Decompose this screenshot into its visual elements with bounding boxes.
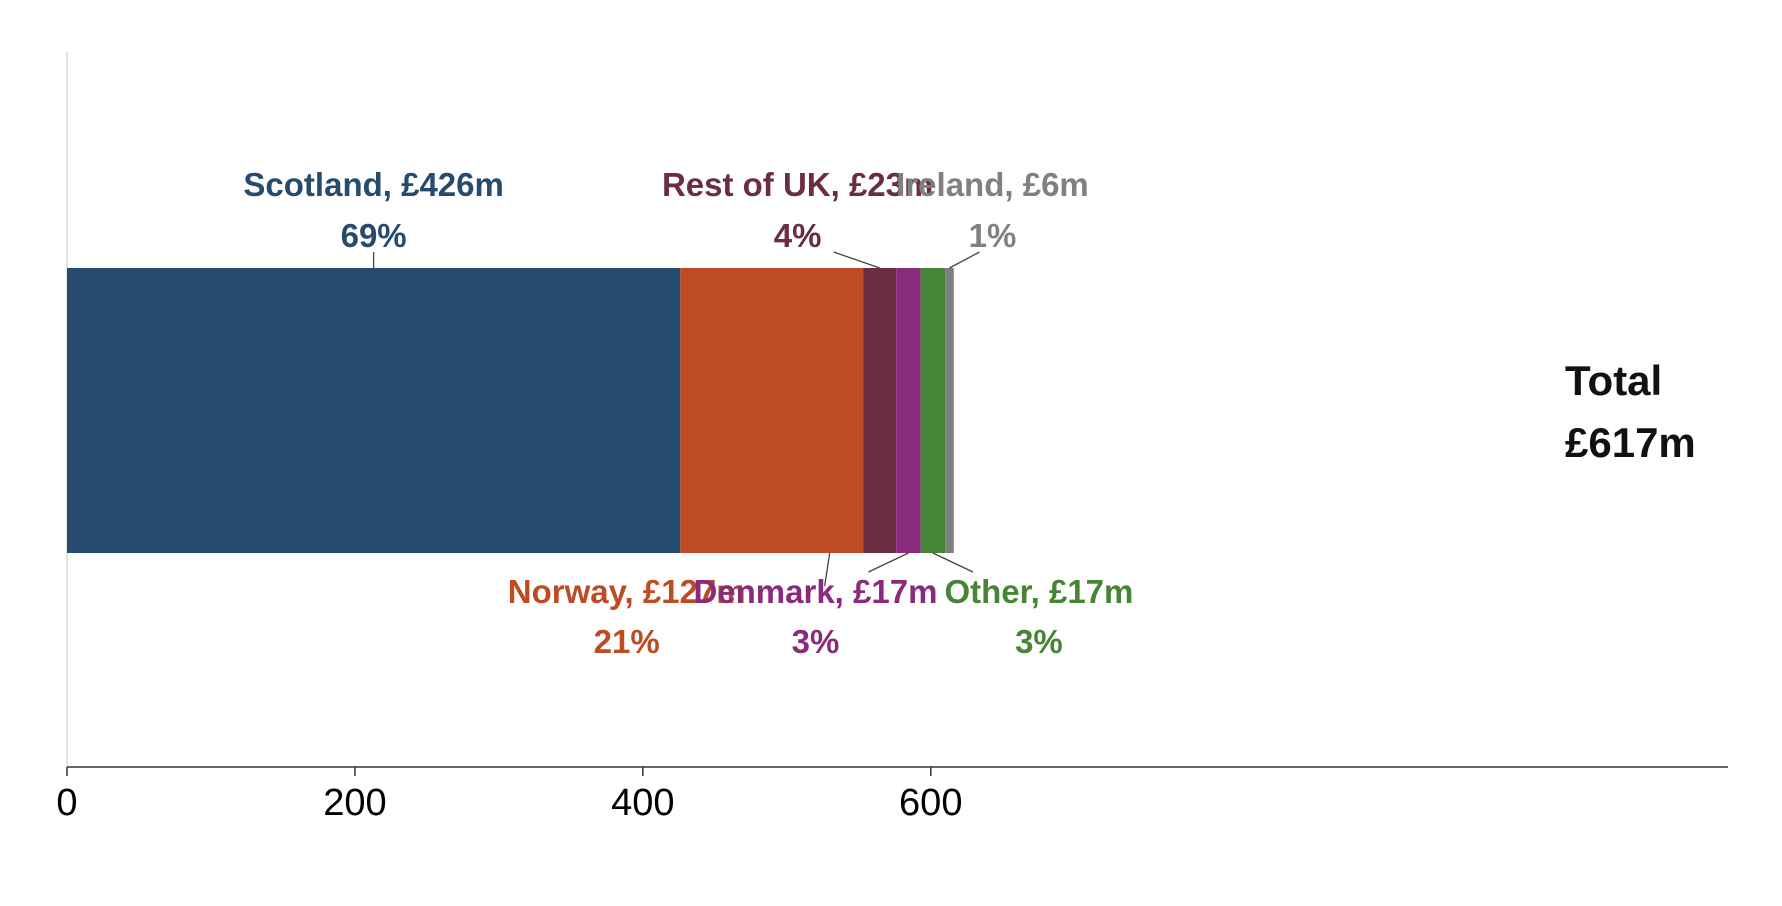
leader-line-denmark <box>868 552 909 573</box>
total-label-line1: Total <box>1565 357 1662 404</box>
x-tick-label-600: 600 <box>899 782 962 824</box>
segment-percent-label-ireland: 1% <box>969 217 1017 254</box>
leader-lines <box>372 251 980 587</box>
leader-line-rest-of-uk <box>833 251 880 269</box>
segment-value-label-norway: Norway, £127m <box>508 573 746 610</box>
leader-line-norway <box>824 552 831 587</box>
segment-percent-label-other: 3% <box>1015 623 1063 660</box>
bar-segment-denmark <box>896 268 921 553</box>
segment-value-label-rest-of-uk: Rest of UK, £23m <box>662 166 933 203</box>
segment-value-label-ireland: Ireland, £6m <box>896 166 1089 203</box>
bar-segment-scotland <box>67 268 681 553</box>
segment-percent-label-norway: 21% <box>594 623 660 660</box>
x-tick-label-200: 200 <box>323 782 386 824</box>
segment-value-label-other: Other, £17m <box>944 573 1133 610</box>
segment-percent-label-scotland: 69% <box>341 217 407 254</box>
leader-line-ireland <box>949 251 980 269</box>
bar-segment-ireland <box>945 268 954 553</box>
segment-labels: Scotland, £426m 69% Norway, £127m 21% Rest o… <box>243 166 1133 660</box>
total-annotation: Total £617m <box>1565 357 1696 466</box>
leader-line-other <box>932 552 974 573</box>
bar-segment-rest-of-uk <box>863 268 897 553</box>
x-tick-label-0: 0 <box>56 782 77 824</box>
bar-segment-other <box>920 268 946 553</box>
segment-percent-label-denmark: 3% <box>792 623 840 660</box>
segment-value-label-denmark: Denmark, £17m <box>693 573 937 610</box>
total-label-line2: £617m <box>1565 419 1696 466</box>
segment-value-label-scotland: Scotland, £426m <box>243 166 503 203</box>
x-tick-label-400: 400 <box>611 782 674 824</box>
bar-segment-norway <box>680 268 864 553</box>
segment-percent-label-rest-of-uk: 4% <box>774 217 822 254</box>
x-axis-ticks: 0 200 400 600 <box>56 767 962 824</box>
bar-segments <box>67 268 954 553</box>
